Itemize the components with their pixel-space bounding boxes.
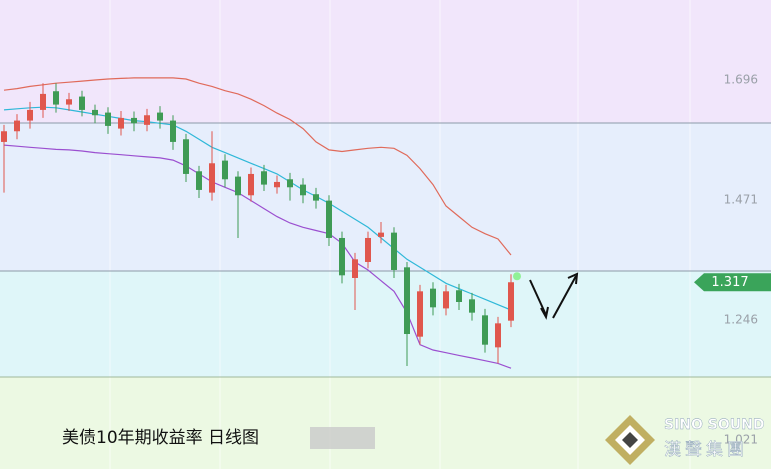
candle-body [352, 259, 358, 278]
chart-title: 美债10年期收益率 日线图 [62, 428, 259, 448]
candle-body [79, 96, 85, 110]
candle-body [144, 115, 150, 125]
candle-body [209, 163, 215, 193]
indicator-line [3, 106, 512, 311]
candle-body [469, 299, 475, 313]
candle-body [495, 323, 501, 348]
blurred-box [310, 427, 375, 449]
candle-body [131, 117, 137, 124]
candle-body [456, 290, 462, 302]
band-upper [0, 123, 771, 271]
y-tick-label: 1.471 [724, 193, 758, 207]
logo: SINO SOUND 漢聲集團 [605, 415, 765, 465]
candle-body [157, 112, 163, 121]
price-tag-label: 1.317 [711, 275, 748, 290]
candle-body [222, 160, 228, 180]
candle-body [92, 109, 98, 116]
y-tick-label: 1.696 [724, 73, 758, 87]
candle-body [248, 173, 254, 196]
candle-body [313, 194, 319, 201]
band-top [0, 0, 771, 123]
indicator-line [3, 77, 512, 256]
candle-body [391, 232, 397, 270]
candle-body [417, 291, 423, 337]
candle-body [508, 282, 514, 321]
candle-body [339, 237, 345, 276]
candle-body [105, 112, 111, 126]
candle-body [235, 176, 241, 196]
candle-body [40, 93, 46, 110]
price-tag [694, 273, 771, 292]
candle-body [287, 179, 293, 188]
band-lower [0, 271, 771, 377]
candle-body [482, 315, 488, 345]
candle-body [196, 171, 202, 190]
candle-body [430, 288, 436, 308]
plot: 1.021 1.246 1.471 1.696 1.317 [1, 73, 771, 447]
candle-body [53, 91, 59, 105]
brand-text: SINO SOUND [664, 417, 764, 433]
candle-body [14, 120, 20, 132]
y-tick-label: 1.246 [724, 313, 758, 327]
y-tick-label: 1.021 [724, 433, 758, 447]
candle-body [170, 120, 176, 142]
forecast-arrows [529, 272, 579, 320]
candle-body [443, 291, 449, 309]
candle-body [1, 131, 7, 142]
candle-body [326, 200, 332, 238]
brand-name: 漢聲集團 [664, 440, 748, 460]
candle-body [261, 171, 267, 185]
band-bottom [0, 377, 771, 469]
candle-body [118, 117, 124, 129]
candle-body [404, 267, 410, 335]
candle-body [300, 184, 306, 196]
candle-body [378, 232, 384, 237]
candle-body [274, 181, 280, 188]
candle-body [183, 139, 189, 174]
indicator-line [3, 144, 512, 369]
candle-body [365, 237, 371, 262]
candle-body [27, 109, 33, 121]
last-point-glow [513, 272, 521, 281]
candle-body [66, 99, 72, 105]
